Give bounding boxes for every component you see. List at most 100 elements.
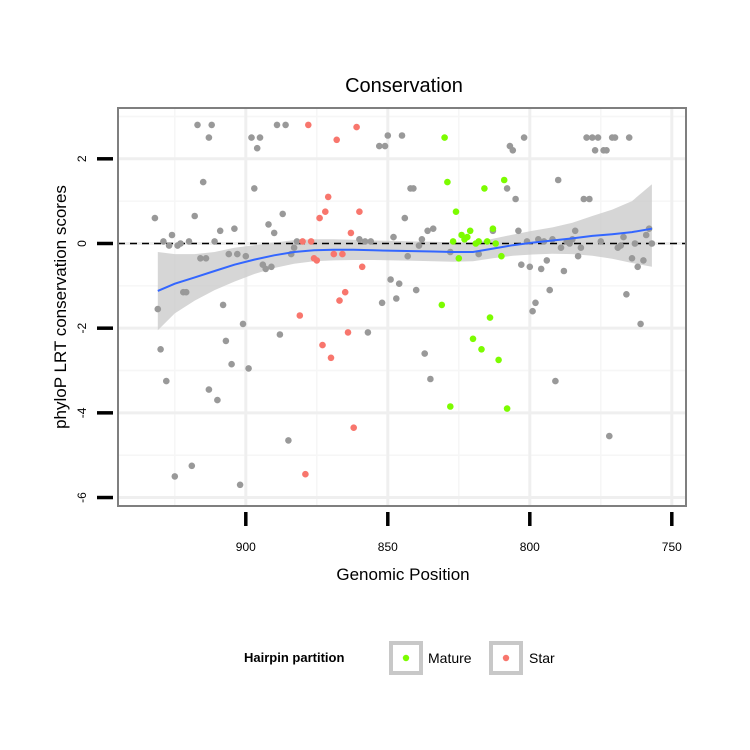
point-other: [160, 238, 167, 245]
point-other: [231, 225, 238, 232]
point-other: [628, 254, 636, 262]
point-other: [512, 195, 519, 203]
point-mature: [486, 314, 494, 321]
point-other: [640, 257, 647, 264]
point-mature: [452, 208, 460, 215]
point-other: [557, 244, 565, 251]
point-other: [279, 210, 287, 218]
point-other: [631, 240, 639, 247]
legend-title: Hairpin partition: [244, 650, 344, 665]
point-other: [214, 396, 221, 404]
point-mature: [444, 178, 451, 186]
point-other: [151, 214, 159, 222]
point-mature: [441, 134, 448, 141]
point-star: [319, 341, 326, 349]
point-other: [219, 301, 227, 309]
point-other: [586, 195, 593, 203]
point-star: [299, 238, 306, 245]
point-mature: [503, 405, 511, 412]
point-other: [415, 242, 423, 249]
point-other: [503, 185, 511, 192]
point-other: [236, 481, 244, 489]
legend-dot-mature: [402, 654, 410, 662]
point-star: [327, 354, 335, 362]
panel: [117, 107, 687, 507]
point-other: [475, 250, 483, 258]
point-other: [412, 286, 420, 294]
point-other: [154, 305, 162, 313]
point-other: [199, 178, 207, 186]
major-grid: [118, 108, 686, 506]
point-star: [316, 214, 323, 222]
minor-grid: [118, 108, 686, 506]
point-other: [603, 147, 610, 154]
point-other: [625, 134, 633, 141]
point-other: [293, 238, 301, 245]
legend-item-star: Star: [489, 641, 555, 675]
x-tick-label: 800: [520, 540, 540, 554]
point-star: [322, 208, 329, 215]
point-other: [393, 295, 400, 302]
smooth-line-layer: [157, 227, 653, 292]
point-other: [546, 286, 553, 294]
point-mature: [500, 176, 508, 184]
point-other: [228, 360, 235, 368]
x-axis: 900 850 800 750: [236, 512, 682, 554]
point-star: [313, 257, 321, 264]
point-other: [518, 261, 525, 269]
chart-title: Conservation: [345, 75, 463, 97]
point-other: [387, 276, 394, 283]
point-other: [188, 462, 196, 470]
point-star: [324, 193, 332, 201]
point-other: [620, 233, 627, 241]
y-axis-title: phyloP LRT conservation scores: [51, 185, 70, 429]
point-other: [356, 236, 363, 243]
point-mature: [481, 185, 488, 192]
point-other: [554, 176, 562, 184]
point-other: [520, 134, 528, 141]
point-other: [245, 365, 252, 372]
point-other: [552, 377, 559, 385]
point-other: [395, 280, 403, 288]
point-other: [611, 134, 619, 141]
point-other: [168, 231, 176, 239]
point-other: [418, 236, 426, 243]
y-tick-label: 0: [75, 240, 89, 247]
point-other: [194, 121, 201, 129]
point-other: [401, 214, 409, 222]
point-other: [404, 252, 412, 260]
point-other: [262, 265, 270, 273]
point-mature: [489, 225, 497, 232]
point-other: [191, 212, 198, 220]
point-other: [361, 238, 369, 245]
point-other: [384, 132, 392, 139]
point-other: [648, 240, 656, 247]
point-mature: [475, 238, 483, 245]
point-mature: [492, 240, 500, 247]
legend: Hairpin partition Mature Star: [244, 641, 555, 675]
point-star: [305, 121, 312, 129]
point-other: [202, 254, 210, 262]
point-other: [574, 252, 582, 260]
point-star: [307, 238, 315, 245]
point-other: [157, 346, 164, 353]
x-tick-label: 850: [378, 540, 398, 554]
point-mature: [447, 403, 454, 410]
point-other: [273, 121, 281, 129]
point-other: [364, 329, 372, 336]
y-axis: -6 -4 -2 0 2: [75, 155, 113, 503]
point-other: [282, 121, 289, 129]
point-other: [216, 227, 224, 235]
point-other: [571, 227, 579, 235]
point-other: [205, 134, 213, 141]
point-mature: [495, 356, 502, 364]
point-other: [606, 432, 613, 440]
point-mature: [455, 254, 463, 262]
legend-dot-star: [502, 654, 510, 662]
point-other: [208, 121, 215, 129]
point-other: [421, 350, 429, 357]
point-other: [515, 227, 522, 235]
point-other: [165, 242, 173, 249]
point-other: [367, 238, 375, 245]
point-star: [336, 297, 343, 304]
